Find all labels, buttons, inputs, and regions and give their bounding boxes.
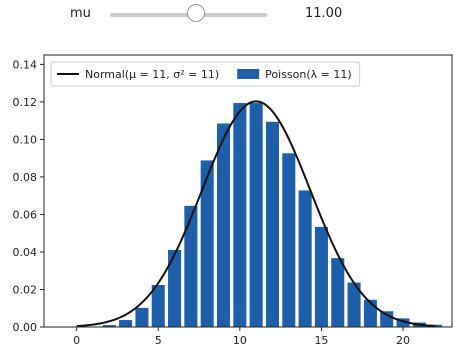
poisson-bar: [168, 249, 182, 327]
y-tick-label: 0.00: [13, 321, 38, 334]
x-tick-label: 5: [155, 334, 162, 347]
poisson-bar: [200, 160, 214, 327]
mu-slider-label: mu: [70, 6, 91, 21]
y-tick-label: 0.06: [13, 208, 38, 221]
poisson-bar: [119, 320, 133, 327]
poisson-bar: [151, 284, 165, 327]
axes-frame: [43, 54, 453, 328]
normal-curve-line: [76, 100, 436, 328]
poisson-bar: [314, 226, 328, 327]
poisson-bar: [347, 282, 361, 327]
poisson-bars: [86, 103, 443, 328]
poisson-bar: [298, 190, 312, 327]
x-tick-label: 10: [233, 334, 247, 347]
poisson-bar: [135, 307, 149, 327]
poisson-bar: [216, 123, 231, 327]
poisson-bar: [233, 103, 247, 328]
poisson-bar: [282, 153, 296, 327]
y-axis-ticks: 0.00 0.02 0.04 0.06 0.08 0.10 0.12 0.14: [13, 58, 44, 334]
x-tick-label: 20: [396, 334, 410, 347]
y-tick-label: 0.04: [13, 246, 38, 259]
poisson-bar: [331, 258, 345, 327]
mu-slider-value: 11.00: [305, 6, 343, 21]
x-tick-label: 15: [314, 334, 328, 347]
y-tick-label: 0.14: [13, 58, 38, 71]
x-axis-ticks: 0 5 10 15 20: [73, 327, 410, 347]
legend-box: [50, 61, 361, 87]
poisson-bar: [396, 318, 410, 327]
legend-poisson-swatch: [237, 69, 260, 79]
y-tick-label: 0.10: [13, 133, 38, 146]
poisson-bar: [265, 121, 280, 327]
poisson-bar: [249, 103, 263, 328]
legend: Normal(μ = 11, σ² = 11) Poisson(λ = 11): [50, 61, 361, 87]
legend-normal-label: Normal(μ = 11, σ² = 11): [85, 68, 219, 81]
y-tick-label: 0.08: [13, 171, 38, 184]
poisson-bar: [184, 205, 198, 327]
y-tick-label: 0.12: [13, 96, 38, 109]
mu-slider-handle[interactable]: [187, 4, 206, 22]
y-tick-label: 0.02: [13, 283, 38, 296]
mu-slider-control: mu 11.00: [0, 0, 454, 34]
legend-poisson-label: Poisson(λ = 11): [265, 68, 352, 81]
poisson-bar: [102, 325, 116, 327]
x-tick-label: 0: [73, 334, 80, 347]
poisson-bar: [380, 311, 394, 327]
